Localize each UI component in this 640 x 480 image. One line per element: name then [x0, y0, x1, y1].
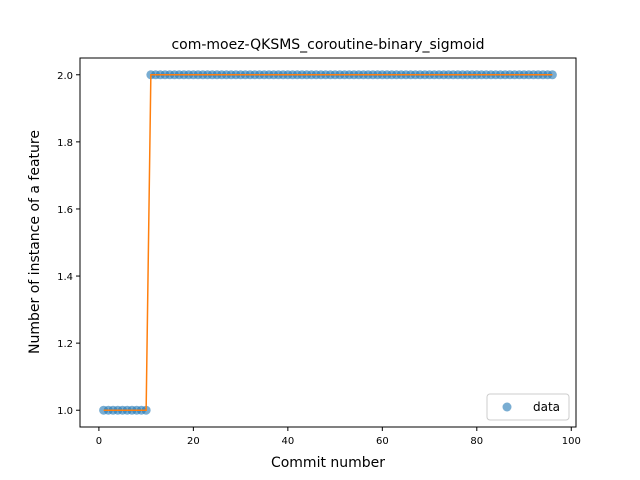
legend-marker [502, 402, 512, 412]
y-axis-label: Number of instance of a feature [27, 130, 43, 354]
x-tick-label: 80 [470, 436, 483, 447]
x-axis: 0 20 40 60 80 100 [96, 427, 581, 447]
fit-line [103, 74, 553, 411]
legend: data [486, 393, 570, 421]
x-axis-label: Commit number [271, 455, 385, 471]
x-tick-label: 20 [187, 436, 200, 447]
y-tick-label: 1.2 [57, 339, 73, 350]
x-tick-label: 100 [562, 436, 581, 447]
y-axis: 1.0 1.2 1.4 1.6 1.8 2.0 [57, 71, 80, 417]
plot-frame [79, 57, 577, 428]
chart-title: com-moez-QKSMS_coroutine-binary_sigmoid [171, 37, 484, 53]
x-tick-label: 0 [96, 436, 102, 447]
plot-area [99, 70, 557, 415]
y-tick-label: 1.8 [57, 138, 73, 149]
legend-box [486, 393, 570, 421]
x-tick-label: 60 [376, 436, 389, 447]
y-tick-label: 1.0 [57, 406, 73, 417]
y-tick-label: 2.0 [57, 71, 73, 82]
y-tick-label: 1.4 [57, 272, 73, 283]
y-tick-label: 1.6 [57, 205, 73, 216]
legend-entry-label: data [533, 400, 560, 414]
x-tick-label: 40 [281, 436, 294, 447]
